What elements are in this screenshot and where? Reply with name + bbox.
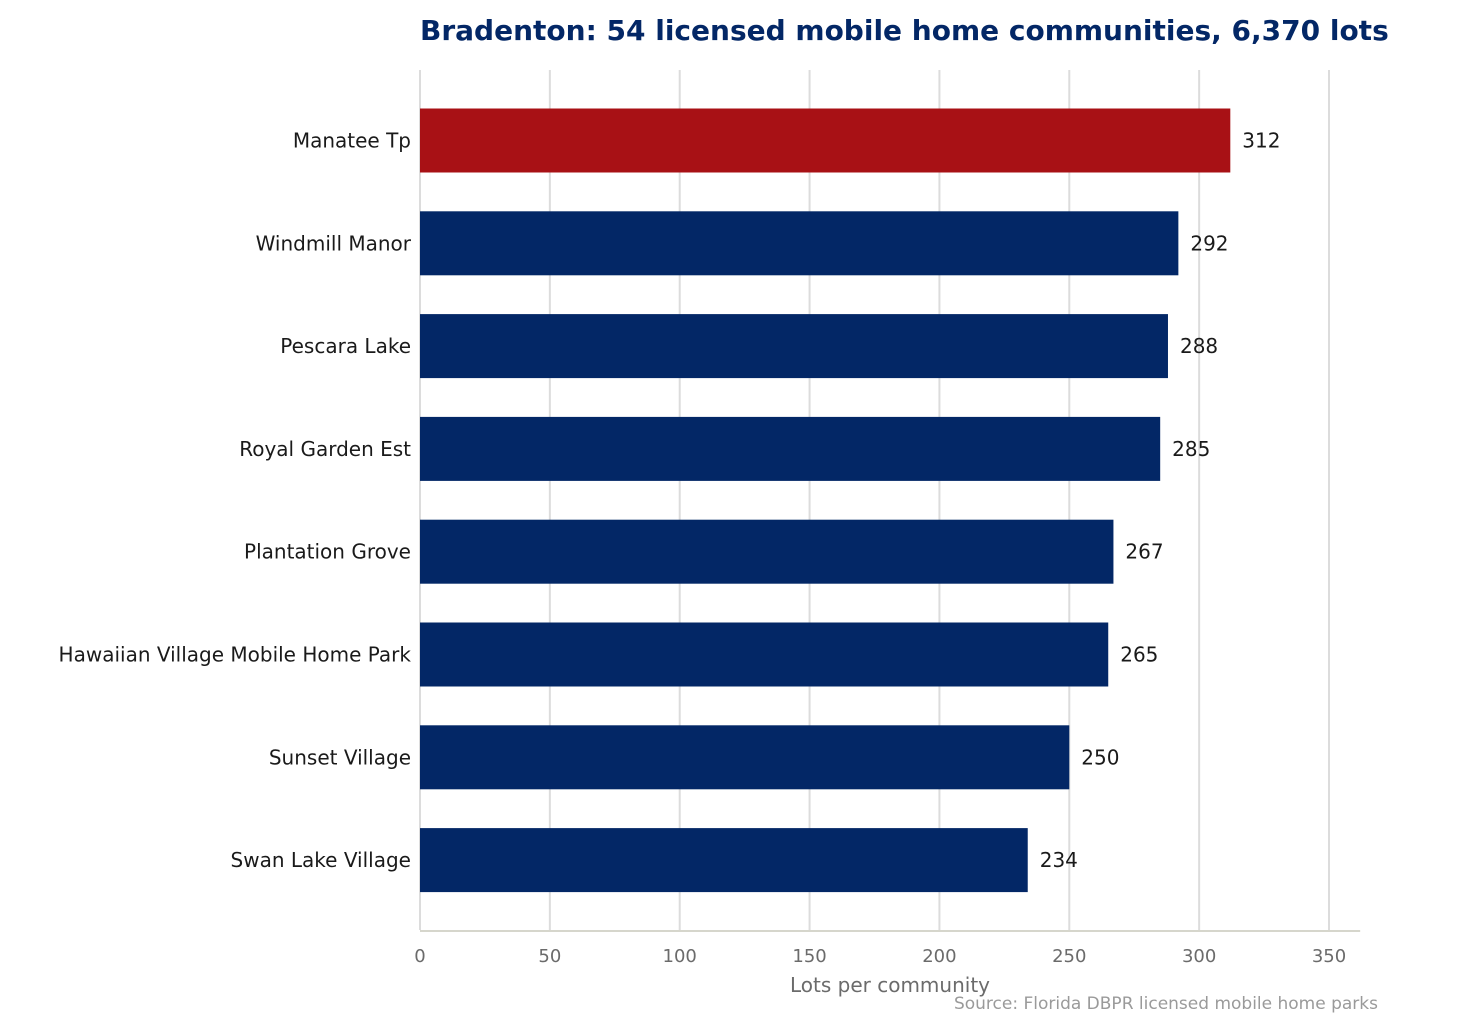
x-tick-label: 300 — [1182, 946, 1216, 967]
x-tick-label: 150 — [792, 946, 826, 967]
category-label: Plantation Grove — [244, 540, 411, 564]
value-label: 288 — [1180, 334, 1218, 358]
bar — [420, 622, 1109, 687]
x-tick-labels: 0 50 100 150 200 250 300 350 — [414, 946, 1346, 967]
value-label: 267 — [1125, 540, 1163, 564]
bars — [420, 108, 1231, 893]
bar — [420, 828, 1028, 893]
x-tick-label: 0 — [414, 946, 425, 967]
category-label: Windmill Manor — [256, 231, 412, 255]
x-tick-label: 50 — [538, 946, 561, 967]
bar — [420, 314, 1168, 379]
x-tick-label: 250 — [1052, 946, 1086, 967]
value-label: 292 — [1190, 231, 1228, 255]
value-label: 250 — [1081, 745, 1119, 769]
x-tick-label: 350 — [1312, 946, 1346, 967]
category-label: Manatee Tp — [293, 129, 411, 153]
bar — [420, 211, 1179, 276]
category-label: Royal Garden Est — [239, 437, 411, 461]
category-label: Sunset Village — [269, 745, 411, 769]
category-label: Swan Lake Village — [231, 848, 411, 872]
value-label: 265 — [1120, 643, 1158, 667]
x-tick-label: 200 — [922, 946, 956, 967]
bar — [420, 519, 1114, 584]
source-note: Source: Florida DBPR licensed mobile hom… — [954, 994, 1378, 1014]
x-axis-title: Lots per community — [790, 973, 990, 997]
gridlines — [419, 70, 1330, 930]
value-labels: 312 292 288 285 267 265 250 234 — [1040, 129, 1281, 873]
value-label: 312 — [1242, 129, 1280, 153]
bar — [420, 108, 1231, 173]
x-tick-label: 100 — [663, 946, 697, 967]
bar — [420, 416, 1161, 481]
value-label: 234 — [1040, 848, 1078, 872]
category-labels: Manatee Tp Windmill Manor Pescara Lake Roya… — [59, 129, 412, 873]
category-label: Hawaiian Village Mobile Home Park — [59, 643, 412, 667]
category-label: Pescara Lake — [280, 334, 411, 358]
chart-title: Bradenton: 54 licensed mobile home commu… — [420, 14, 1389, 47]
value-label: 285 — [1172, 437, 1210, 461]
bar — [420, 725, 1070, 790]
